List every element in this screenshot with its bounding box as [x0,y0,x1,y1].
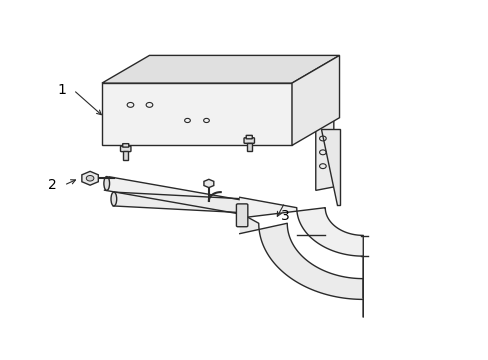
Polygon shape [315,97,333,190]
FancyBboxPatch shape [245,135,252,139]
Circle shape [86,176,94,181]
Polygon shape [123,151,128,159]
Polygon shape [113,192,247,213]
Ellipse shape [111,192,117,206]
Polygon shape [291,55,339,145]
Polygon shape [246,143,251,151]
Polygon shape [203,179,213,188]
Text: 3: 3 [280,210,289,223]
Polygon shape [320,129,339,205]
FancyBboxPatch shape [236,204,247,227]
Ellipse shape [103,176,109,190]
Polygon shape [102,83,291,145]
Polygon shape [81,171,98,185]
FancyBboxPatch shape [244,138,254,143]
Polygon shape [102,55,339,83]
Polygon shape [104,177,246,215]
Text: 1: 1 [57,83,66,97]
Text: 2: 2 [48,178,56,192]
Polygon shape [239,213,363,317]
FancyBboxPatch shape [120,146,131,152]
FancyBboxPatch shape [122,144,128,147]
Polygon shape [239,197,363,298]
